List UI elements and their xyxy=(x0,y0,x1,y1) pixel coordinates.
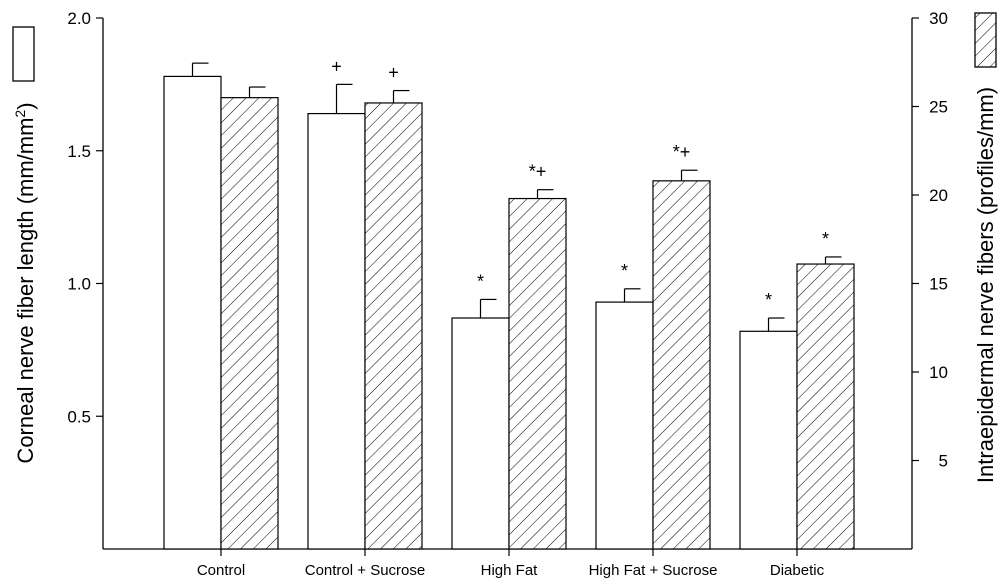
left-axis-title: Corneal nerve fiber length (mm/mm2) xyxy=(12,102,38,463)
right-tick-label: 10 xyxy=(929,363,948,382)
bar-intraepidermal xyxy=(796,263,855,550)
legend xyxy=(12,12,997,82)
bar-intraepidermal xyxy=(220,97,279,550)
right-tick-label: 20 xyxy=(929,186,948,205)
right-tick-label: 25 xyxy=(929,98,948,117)
bar-intraepidermal xyxy=(508,197,567,550)
bar-corneal xyxy=(451,317,510,550)
labels: Control Control + Sucrose + + High Fat * *+ Hig… xyxy=(12,56,998,579)
significance-marker: + xyxy=(388,63,399,83)
category-label: High Fat + Sucrose xyxy=(589,562,718,579)
right-tick-label: 15 xyxy=(929,275,948,294)
bar-corneal xyxy=(595,301,654,550)
significance-marker: *+ xyxy=(673,142,691,162)
category-label: Control + Sucrose xyxy=(305,562,425,579)
significance-marker: * xyxy=(621,261,628,281)
bar-intraepidermal xyxy=(652,180,711,550)
bar-corneal xyxy=(163,75,222,550)
bar-corneal xyxy=(739,330,798,550)
right-tick-label: 5 xyxy=(939,452,948,471)
significance-marker: * xyxy=(477,271,484,291)
category-label: High Fat xyxy=(481,562,539,579)
legend-swatch-open xyxy=(12,26,35,82)
category-label: Control xyxy=(197,562,245,579)
significance-marker: * xyxy=(765,290,772,310)
left-tick-label: 2.0 xyxy=(67,9,91,28)
bar-intraepidermal xyxy=(364,102,423,550)
left-tick-label: 1.0 xyxy=(67,275,91,294)
right-tick-label: 30 xyxy=(929,9,948,28)
significance-marker: + xyxy=(331,56,342,76)
right-axis-title: Intraepidermal nerve fibers (profiles/mm… xyxy=(973,87,998,483)
bar-corneal xyxy=(307,112,366,550)
left-tick-label: 0.5 xyxy=(67,407,91,426)
legend-swatch-hatched xyxy=(974,12,997,68)
significance-marker: *+ xyxy=(529,162,547,182)
bars xyxy=(163,62,855,550)
category-label: Diabetic xyxy=(770,562,825,579)
significance-marker: * xyxy=(822,229,829,249)
left-tick-label: 1.5 xyxy=(67,142,91,161)
